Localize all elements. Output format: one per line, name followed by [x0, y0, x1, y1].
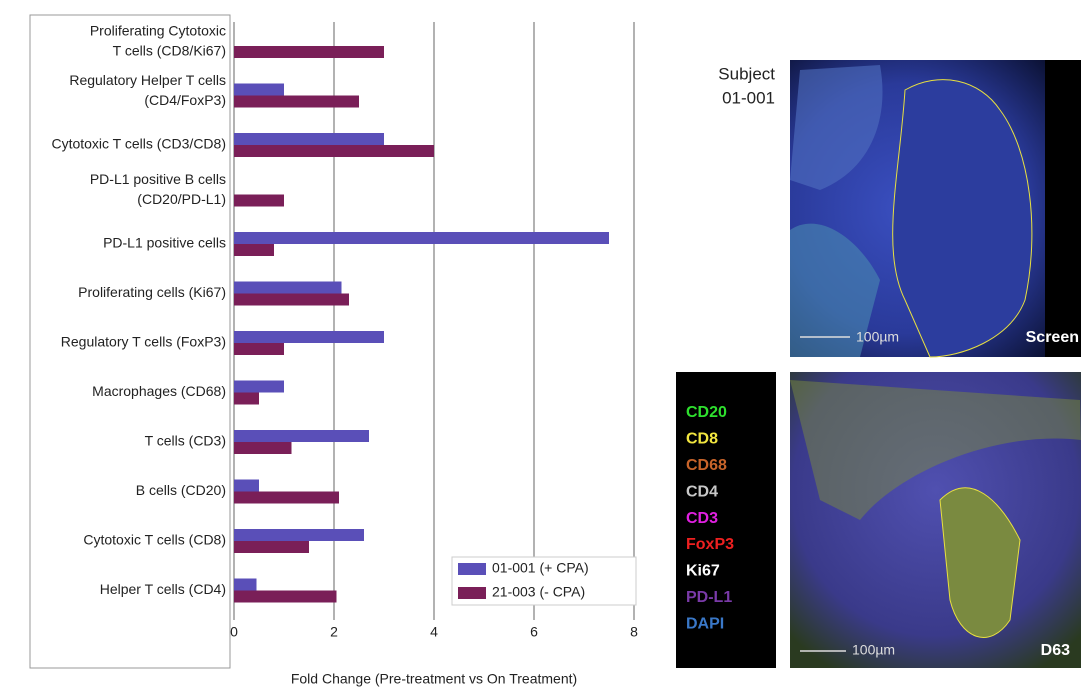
stain-label: CD20: [686, 404, 727, 421]
image-bottom: [790, 372, 1081, 668]
x-tick-label: 4: [430, 624, 438, 640]
scale-label: 100µm: [852, 642, 895, 658]
y-tick-label: Macrophages (CD68): [92, 383, 226, 399]
x-tick-label: 0: [230, 624, 238, 640]
stain-label: CD68: [686, 457, 727, 474]
subject-label: 01-001: [722, 88, 775, 107]
bar: [234, 343, 284, 355]
x-tick-label: 2: [330, 624, 338, 640]
scale-label: 100µm: [856, 329, 899, 345]
subject-label: Subject: [718, 64, 775, 83]
y-tick-label: Helper T cells (CD4): [100, 581, 226, 597]
legend-label: 21-003 (- CPA): [492, 584, 585, 600]
chart: 0 2 4 6 8 Fold Change (Pre-treatment vs On Tr…: [51, 22, 638, 687]
bar: [234, 480, 259, 492]
y-tick-label: Regulatory Helper T cells: [69, 72, 226, 88]
bar: [234, 393, 259, 405]
stain-label: DAPI: [686, 615, 724, 632]
bar: [234, 96, 359, 108]
bar: [234, 331, 384, 343]
y-tick-label: PD-L1 positive B cells: [90, 171, 226, 187]
y-tick-label: (CD20/PD-L1): [137, 191, 226, 207]
stain-label: PD-L1: [686, 589, 732, 606]
x-tick-label: 6: [530, 624, 538, 640]
bar: [234, 282, 342, 294]
bar: [234, 46, 384, 58]
bar: [234, 195, 284, 207]
page: 0 2 4 6 8 Fold Change (Pre-treatment vs On Tr…: [0, 0, 1081, 689]
x-axis-label: Fold Change (Pre-treatment vs On Treatme…: [291, 671, 577, 687]
y-tick-label: (CD4/FoxP3): [144, 92, 226, 108]
stain-label: Ki67: [686, 563, 720, 580]
image-label: Screen: [1026, 329, 1079, 346]
bar: [234, 145, 434, 157]
y-tick-label: PD-L1 positive cells: [103, 235, 226, 251]
bar: [234, 294, 349, 306]
y-tick-label: T cells (CD3): [145, 433, 226, 449]
legend-swatch: [458, 563, 486, 575]
bar: [234, 244, 274, 256]
bar: [234, 133, 384, 145]
bar: [234, 84, 284, 96]
legend-label: 01-001 (+ CPA): [492, 560, 589, 576]
bar: [234, 232, 609, 244]
stain-label: CD4: [686, 483, 718, 500]
bar: [234, 541, 309, 553]
y-tick-label: Cytotoxic T cells (CD8): [83, 532, 226, 548]
stain-label: CD3: [686, 510, 718, 527]
y-tick-label: B cells (CD20): [136, 482, 226, 498]
bar: [234, 442, 292, 454]
legend-swatch: [458, 587, 486, 599]
bar: [234, 529, 364, 541]
bar: [234, 430, 369, 442]
stain-label: FoxP3: [686, 536, 734, 553]
image-top: [790, 60, 1081, 357]
image-label: D63: [1041, 642, 1070, 659]
stain-label: CD8: [686, 431, 718, 448]
x-tick-label: 8: [630, 624, 638, 640]
y-tick-label: Proliferating cells (Ki67): [78, 284, 226, 300]
y-tick-label: T cells (CD8/Ki67): [113, 43, 226, 59]
y-tick-label: Regulatory T cells (FoxP3): [61, 334, 226, 350]
bar: [234, 579, 257, 591]
bar: [234, 492, 339, 504]
y-tick-label: Cytotoxic T cells (CD3/CD8): [51, 136, 226, 152]
bar: [234, 591, 337, 603]
y-tick-label: Proliferating Cytotoxic: [90, 23, 226, 39]
bar: [234, 381, 284, 393]
